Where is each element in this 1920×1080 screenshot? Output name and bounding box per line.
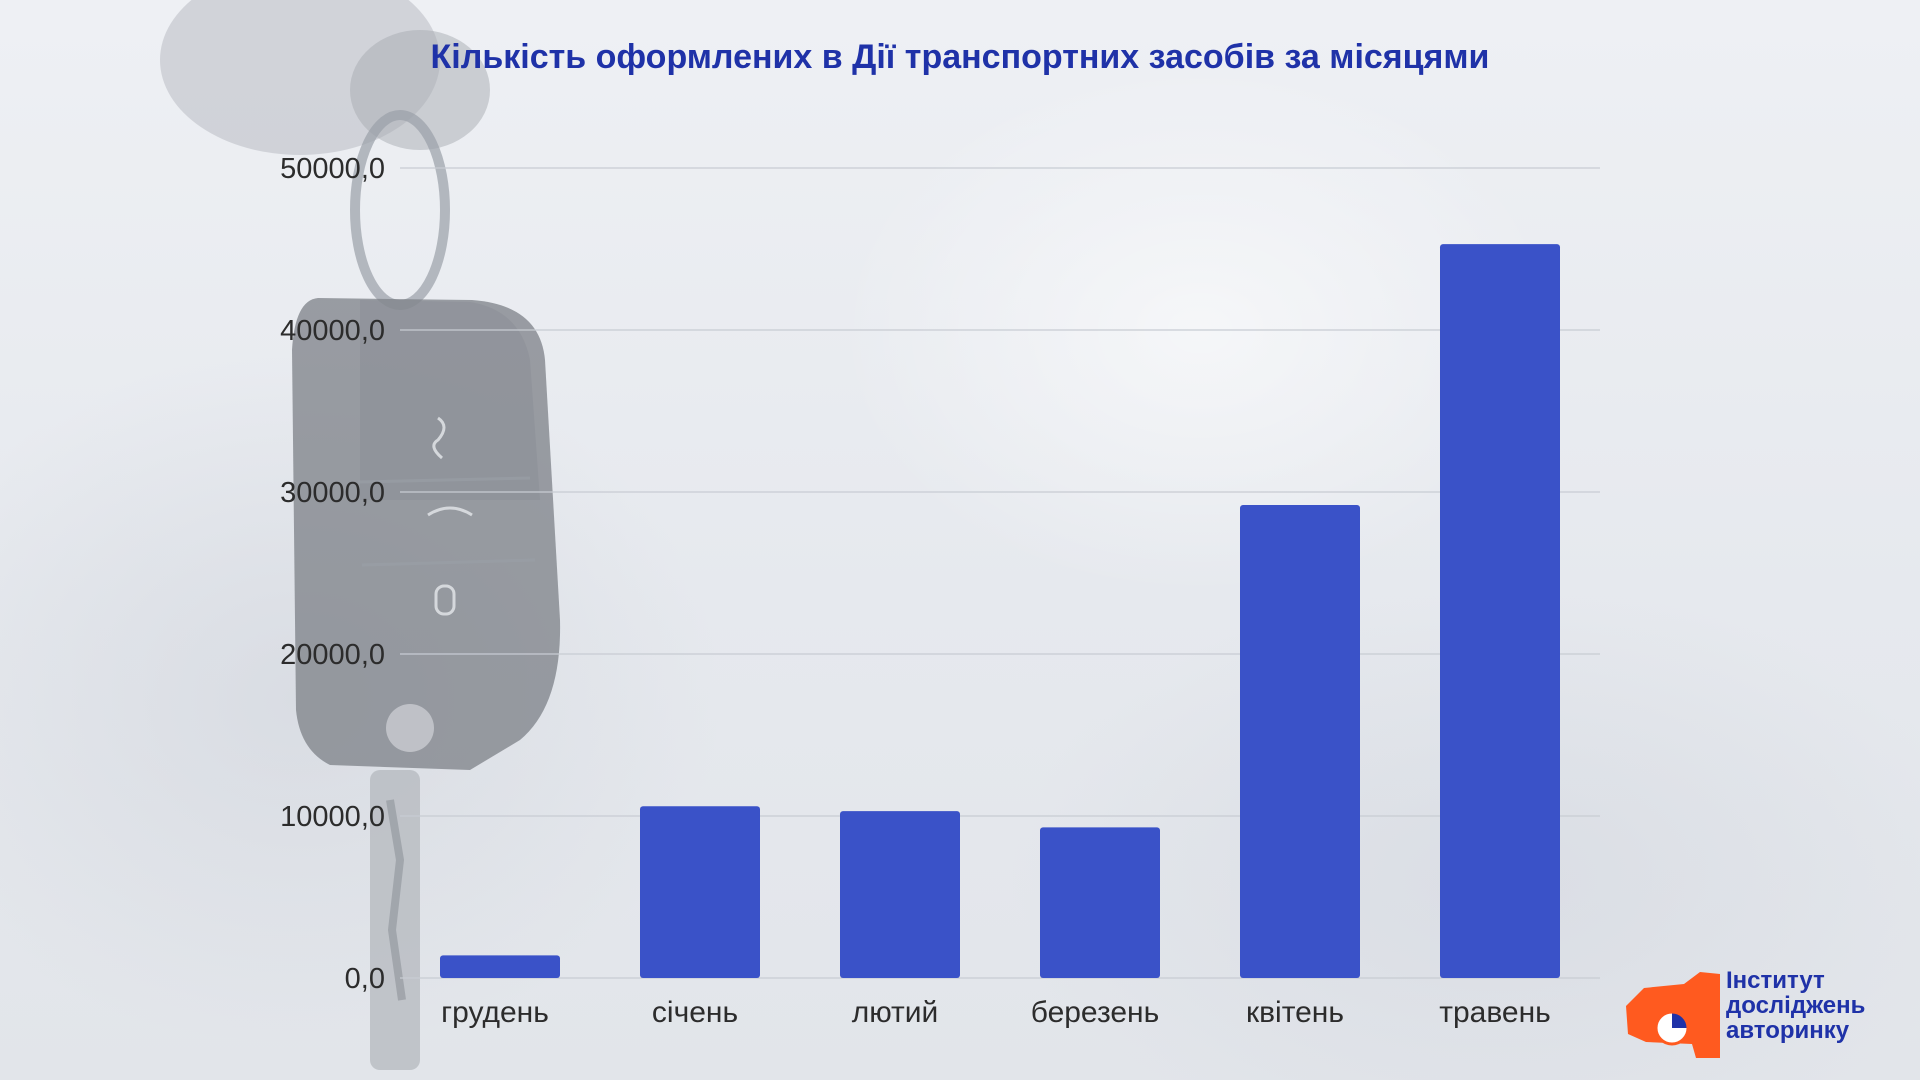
bar [1240,504,1360,978]
bar [840,811,960,978]
y-tick-label: 0,0 [345,963,385,995]
y-tick-label: 40000,0 [280,315,385,347]
car-key-icon [160,0,561,1070]
x-category-label: лютий [852,996,939,1029]
logo-line-2: досліджень [1726,992,1866,1019]
x-category-label: травень [1439,996,1551,1029]
y-tick-label: 50000,0 [280,153,385,185]
x-category-label: квітень [1246,996,1344,1029]
institute-logo-icon [1626,972,1720,1058]
logo-line-3: авторинку [1726,1017,1850,1044]
x-category-label: січень [652,996,738,1029]
x-category-label: грудень [441,996,549,1029]
bar [1040,827,1160,978]
institute-logo-text: Інститут досліджень авторинку [1726,968,1865,1043]
y-tick-label: 20000,0 [280,639,385,671]
bar [640,806,760,978]
x-category-label: березень [1031,996,1160,1029]
chart-title: Кількість оформлених в Дії транспортних … [430,38,1490,76]
bar [1440,244,1560,978]
bar [440,955,560,978]
y-tick-label: 30000,0 [280,477,385,509]
logo-line-1: Інститут [1726,967,1825,994]
y-tick-label: 10000,0 [280,801,385,833]
